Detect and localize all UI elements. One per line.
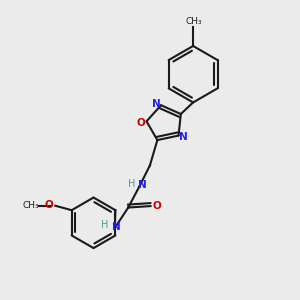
Text: CH₃: CH₃ <box>185 17 202 26</box>
Text: N: N <box>112 222 121 232</box>
Text: N: N <box>179 132 188 142</box>
Text: O: O <box>137 118 146 128</box>
Text: N: N <box>137 180 146 190</box>
Text: H: H <box>101 220 109 230</box>
Text: CH₃: CH₃ <box>22 201 39 210</box>
Text: H: H <box>128 179 135 189</box>
Text: O: O <box>45 200 54 210</box>
Text: N: N <box>152 99 160 109</box>
Text: O: O <box>153 201 161 211</box>
